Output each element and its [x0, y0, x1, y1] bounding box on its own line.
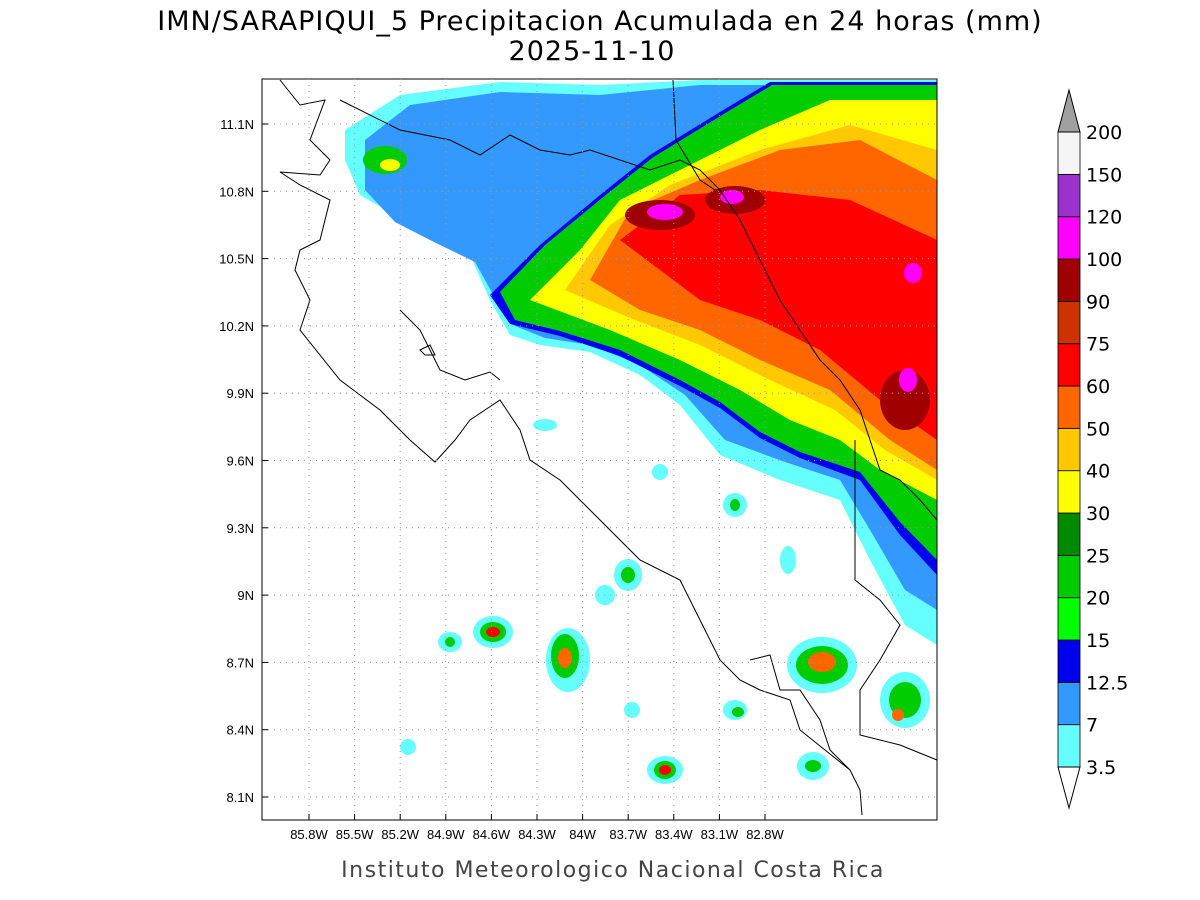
x-tick-label: 84W [569, 827, 596, 842]
y-tick-label: 8.4N [227, 723, 254, 738]
x-tick-label: 85.5W [336, 827, 374, 842]
x-tick-label: 83.1W [701, 827, 739, 842]
colorbar-segment [1057, 300, 1081, 345]
footer: Instituto Meteorologico Nacional Costa R… [341, 858, 885, 883]
y-tick-label: 10.2N [219, 319, 254, 334]
colorbar-segment [1057, 131, 1081, 175]
colorbar-label: 7 [1086, 715, 1098, 737]
colorbar-segment [1057, 597, 1081, 641]
y-tick-label: 9.3N [227, 521, 254, 536]
y-tick-label: 11.1N [220, 117, 254, 132]
colorbar-label: 50 [1086, 418, 1110, 440]
colorbar-segment [1057, 554, 1081, 599]
x-tick-label: 83.7W [609, 827, 647, 842]
y-tick-label: 8.1N [227, 790, 254, 805]
colorbar-segment [1057, 724, 1081, 768]
colorbar-segment [1057, 258, 1081, 302]
y-tick-label: 9N [237, 588, 254, 603]
subtitle: 2025-11-10 [509, 36, 676, 67]
x-tick-label: 82.8W [746, 827, 784, 842]
y-tick-label: 10.8N [219, 184, 254, 199]
y-tick-label: 8.7N [227, 655, 254, 670]
x-tick-label: 85.2W [381, 827, 419, 842]
colorbar-over [1057, 88, 1081, 133]
title: IMN/SARAPIQUI_5 Precipitacion Acumulada … [157, 6, 1042, 37]
y-tick-label: 9.6N [227, 454, 254, 469]
colorbar-label: 100 [1086, 249, 1122, 271]
colorbar-segment [1057, 385, 1081, 429]
y-tick-label: 10.5N [219, 252, 254, 267]
colorbar-label: 20 [1086, 588, 1110, 610]
colorbar-segment [1057, 681, 1081, 726]
colorbar: 3.5 7 12.5 15 20 25 30 40 50 60 75 90 100 120 150 200 [1057, 88, 1128, 810]
colorbar-label: 15 [1086, 630, 1110, 652]
precip-field [345, 80, 937, 784]
plot-frame [261, 78, 938, 821]
colorbar-segment [1057, 343, 1081, 387]
x-tick-label: 84.9W [427, 827, 465, 842]
x-tick-label: 83.4W [655, 827, 693, 842]
y-tick-label: 9.9N [227, 386, 254, 401]
colorbar-label: 200 [1086, 122, 1122, 144]
colorbar-segment [1057, 173, 1081, 218]
colorbar-under [1057, 766, 1081, 810]
colorbar-label: 90 [1086, 291, 1110, 313]
colorbar-segment [1057, 639, 1081, 683]
colorbar-label: 3.5 [1086, 757, 1116, 779]
colorbar-segment [1057, 216, 1081, 260]
x-tick-label: 84.6W [473, 827, 511, 842]
colorbar-label: 60 [1086, 376, 1110, 398]
colorbar-label: 30 [1086, 503, 1110, 525]
x-tick-label: 84.3W [518, 827, 556, 842]
isolated-cells [400, 419, 930, 784]
axes: 85.8W 85.5W 85.2W 84.9W 84.6W 84.3W 84W 83.7W 83… [219, 79, 937, 842]
colorbar-label: 75 [1086, 334, 1110, 356]
x-tick-label: 85.8W [290, 827, 328, 842]
colorbar-label: 12.5 [1086, 672, 1128, 694]
colorbar-label: 40 [1086, 461, 1110, 483]
colorbar-label: 150 [1086, 164, 1122, 186]
colorbar-segment [1057, 512, 1081, 556]
colorbar-label: 25 [1086, 545, 1110, 567]
colorbar-segment [1057, 470, 1081, 514]
colorbar-label: 120 [1086, 207, 1122, 229]
colorbar-segment [1057, 427, 1081, 472]
